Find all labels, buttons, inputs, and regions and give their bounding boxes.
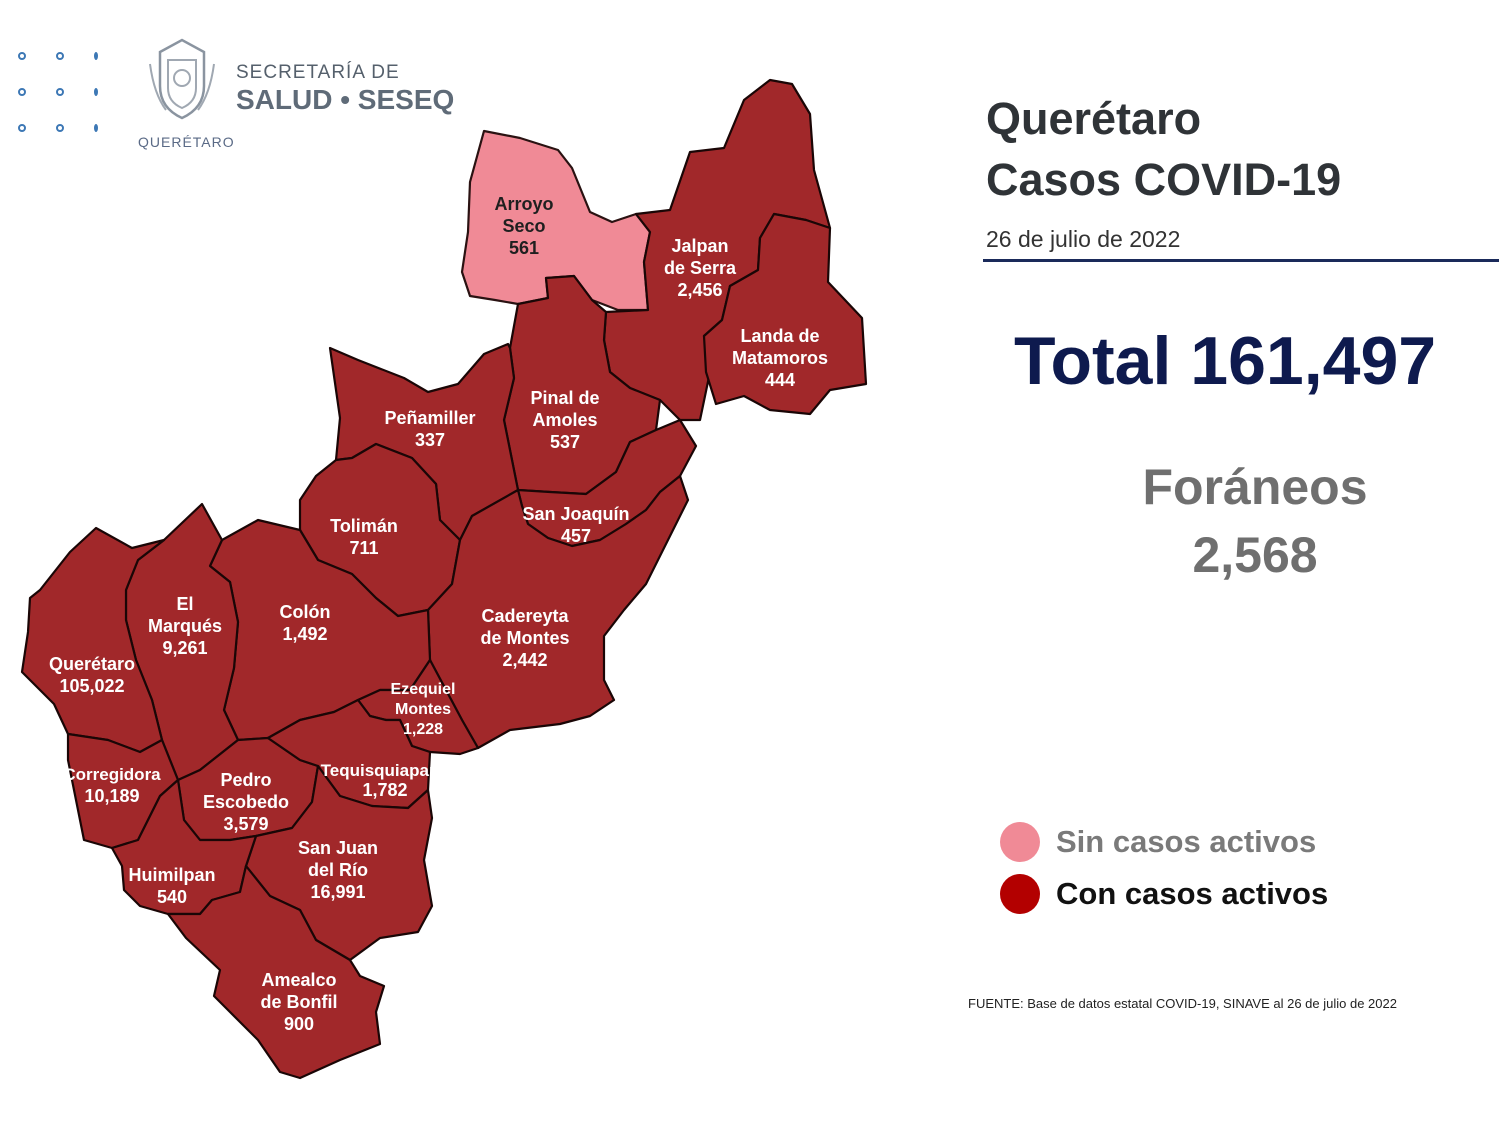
label-corregidora-1: Corregidora (63, 765, 161, 784)
foraneos-value: 2,568 (1192, 527, 1318, 583)
label-huimilpan-cases: 540 (157, 887, 187, 907)
label-queretaro-cases: 105,022 (59, 676, 124, 696)
logo-title-line1: SECRETARÍA DE (236, 62, 400, 83)
page-title: Querétaro Casos COVID-19 (986, 88, 1341, 210)
legend-label: Con casos activos (1056, 876, 1329, 911)
legend-item-con-casos: Con casos activos (1000, 874, 1328, 914)
title-line2: Casos COVID-19 (986, 154, 1342, 205)
municipality-landa[interactable] (702, 212, 868, 416)
legend-swatch-pink (1000, 822, 1040, 862)
label-cadereyta-1: Cadereyta (481, 606, 569, 626)
seseq-logo: SECRETARÍA DE SALUD • SESEQ QUERÉTARO (136, 32, 476, 152)
label-amealco-2: de Bonfil (261, 992, 338, 1012)
label-ezequiel-1: Ezequiel (391, 681, 456, 698)
label-el-marques-cases: 9,261 (162, 638, 207, 658)
label-toliman-1: Tolimán (330, 516, 398, 536)
total-cases: Total 161,497 (1014, 323, 1437, 399)
label-huimilpan-1: Huimilpan (128, 865, 215, 885)
label-cadereyta-cases: 2,442 (502, 650, 547, 670)
state-seal-icon (149, 38, 215, 120)
label-cadereyta-2: de Montes (480, 628, 569, 648)
label-jalpan-1: Jalpan (671, 236, 728, 256)
municipality-arroyo-seco[interactable] (460, 129, 652, 312)
logo-title-line2: SALUD • SESEQ (236, 84, 455, 115)
label-landa-1: Landa de (740, 326, 819, 346)
label-jalpan-cases: 2,456 (677, 280, 722, 300)
label-pedro-escobedo-cases: 3,579 (223, 814, 268, 834)
label-san-juan-2: del Río (308, 860, 368, 880)
logo-subtitle: QUERÉTARO (138, 134, 235, 150)
title-line1: Querétaro (986, 93, 1202, 144)
queretaro-municipalities-map: Arroyo Seco 561 Jalpan de Serra 2,456 La… (20, 78, 868, 1080)
label-arroyo-seco-cases: 561 (509, 238, 539, 258)
label-toliman-cases: 711 (349, 538, 378, 558)
label-arroyo-seco-2: Seco (502, 216, 545, 236)
label-landa-2: Matamoros (732, 348, 828, 368)
source-note: FUENTE: Base de datos estatal COVID-19, … (968, 996, 1397, 1011)
date-underline (983, 259, 1499, 262)
label-jalpan-2: de Serra (664, 258, 737, 278)
label-landa-cases: 444 (765, 370, 795, 390)
label-tequisquiapan-1: Tequisquiapan (321, 761, 440, 780)
municipality-queretaro[interactable] (20, 526, 166, 754)
label-san-joaquin-1: San Joaquín (522, 504, 629, 524)
label-ezequiel-2: Montes (395, 701, 451, 718)
legend-swatch-red (1000, 874, 1040, 914)
label-san-juan-cases: 16,991 (310, 882, 365, 902)
label-pinal-cases: 537 (550, 432, 580, 452)
label-arroyo-seco-1: Arroyo (494, 194, 553, 214)
label-penamiller-1: Peñamiller (384, 408, 475, 428)
municipality-amealco[interactable] (166, 864, 386, 1080)
label-penamiller-cases: 337 (415, 430, 445, 450)
label-san-joaquin-cases: 457 (561, 526, 591, 546)
label-el-marques-2: Marqués (148, 616, 222, 636)
label-pedro-escobedo-1: Pedro (220, 770, 271, 790)
foraneos-label: Foráneos (1142, 459, 1368, 515)
label-san-juan-1: San Juan (298, 838, 378, 858)
label-pedro-escobedo-2: Escobedo (203, 792, 289, 812)
label-amealco-1: Amealco (261, 970, 336, 990)
label-pinal-1: Pinal de (530, 388, 599, 408)
report-date: 26 de julio de 2022 (986, 226, 1181, 252)
label-colon-cases: 1,492 (282, 624, 327, 644)
legend-item-sin-casos: Sin casos activos (1000, 822, 1316, 862)
decorative-dot-grid (14, 46, 114, 136)
label-colon-1: Colón (280, 602, 331, 622)
label-corregidora-cases: 10,189 (84, 786, 139, 806)
label-amealco-cases: 900 (284, 1014, 314, 1034)
label-tequisquiapan-cases: 1,782 (362, 780, 407, 800)
label-pinal-2: Amoles (532, 410, 597, 430)
legend-label: Sin casos activos (1056, 824, 1317, 859)
label-queretaro-1: Querétaro (49, 654, 135, 674)
label-ezequiel-cases: 1,228 (403, 721, 443, 738)
label-el-marques-1: El (176, 594, 193, 614)
